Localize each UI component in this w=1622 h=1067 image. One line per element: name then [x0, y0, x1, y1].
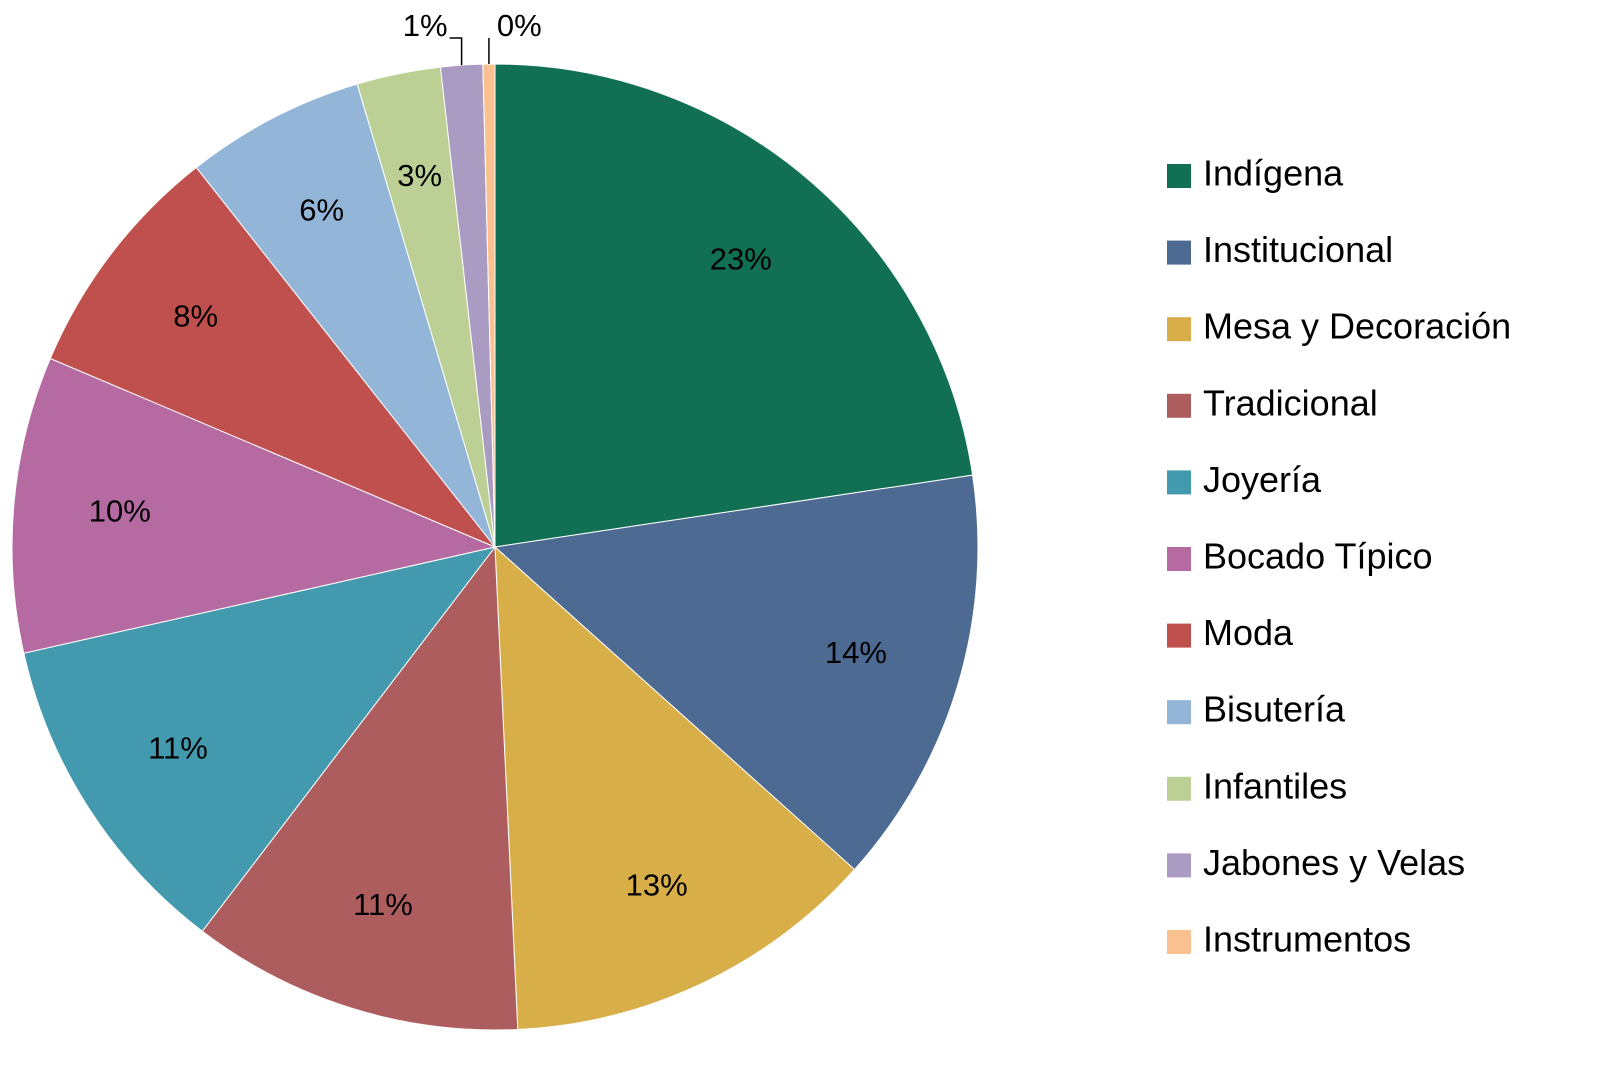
- legend-label: Joyería: [1203, 459, 1322, 500]
- data-label: 11%: [353, 887, 413, 922]
- legend-swatch: [1167, 470, 1191, 495]
- data-label: 8%: [173, 298, 218, 333]
- data-label: 23%: [710, 242, 772, 277]
- data-label: 14%: [825, 635, 887, 670]
- data-label: 11%: [148, 731, 208, 766]
- pie-slice: [493, 474, 979, 871]
- legend-swatch: [1167, 700, 1191, 725]
- data-label: 10%: [89, 493, 151, 528]
- legend-swatch: [1167, 623, 1191, 648]
- legend-label: Institucional: [1203, 229, 1393, 270]
- data-label: 0%: [497, 8, 542, 43]
- pie-slice: [494, 545, 856, 1030]
- pie-slice: [494, 63, 974, 548]
- legend-swatch: [1167, 853, 1191, 878]
- legend-swatch: [1167, 930, 1191, 954]
- legend-label: Jabones y Velas: [1203, 842, 1465, 883]
- pie-slice: [49, 166, 496, 548]
- legend-label: Bocado Típico: [1203, 536, 1432, 577]
- legend-swatch: [1167, 240, 1191, 265]
- legend-label: Mesa y Decoración: [1203, 306, 1511, 347]
- pie-slice: [23, 546, 497, 932]
- legend-swatch: [1167, 776, 1191, 801]
- legend-label: Moda: [1203, 612, 1294, 653]
- legend-swatch: [1167, 393, 1191, 418]
- data-label: 1%: [403, 8, 448, 43]
- data-label: 6%: [299, 193, 344, 228]
- legend-swatch: [1167, 164, 1191, 188]
- legend-label: Bisutería: [1203, 689, 1346, 730]
- legend-swatch: [1167, 317, 1191, 342]
- pie-slice: [201, 545, 519, 1031]
- legend-swatch: [1167, 547, 1191, 571]
- legend-label: Infantiles: [1203, 765, 1347, 806]
- data-label: 3%: [397, 158, 442, 193]
- pie-slice: [11, 357, 497, 654]
- data-label: 13%: [626, 867, 688, 902]
- legend-label: Tradicional: [1203, 382, 1378, 423]
- legend-label: Indígena: [1203, 153, 1344, 194]
- legend-label: Instrumentos: [1203, 919, 1411, 960]
- leader-line: [449, 37, 463, 66]
- pie-slice: [195, 83, 496, 548]
